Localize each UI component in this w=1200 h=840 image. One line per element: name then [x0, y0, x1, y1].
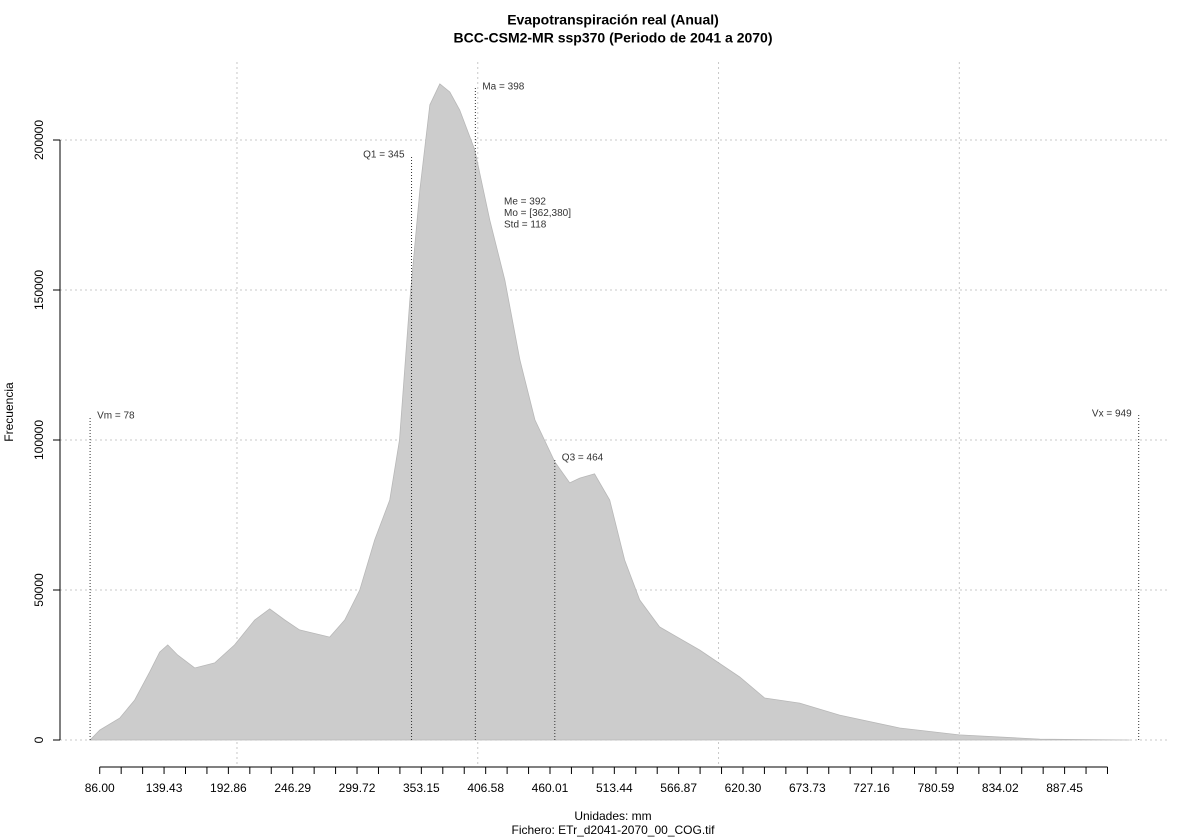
- x-tick-label: 620.30: [725, 781, 762, 795]
- y-tick-label: 200000: [32, 120, 46, 160]
- x-tick-label: 353.15: [403, 781, 440, 795]
- x-tick-label: 86.00: [85, 781, 115, 795]
- density-area: [89, 83, 1130, 741]
- stat-label: Me = 392: [504, 197, 546, 208]
- caption: Fichero: ETr_d2041-2070_00_COG.tif: [512, 823, 716, 837]
- x-tick-label: 299.72: [339, 781, 376, 795]
- marker-label: Q1 = 345: [363, 150, 405, 161]
- x-tick-label: 460.01: [532, 781, 569, 795]
- marker-label: Q3 = 464: [562, 453, 604, 464]
- y-axis-title: Frecuencia: [2, 382, 16, 442]
- x-axis-title: Unidades: mm: [574, 809, 651, 823]
- chart-subtitle: BCC-CSM2-MR ssp370 (Periodo de 2041 a 20…: [454, 30, 773, 46]
- y-tick-label: 0: [32, 736, 46, 743]
- x-tick-label: 887.45: [1046, 781, 1083, 795]
- x-tick-label: 566.87: [660, 781, 697, 795]
- y-tick-label: 100000: [32, 420, 46, 460]
- x-tick-label: 246.29: [274, 781, 311, 795]
- chart-title: Evapotranspiración real (Anual): [507, 12, 719, 28]
- stat-label: Mo = [362,380]: [504, 208, 571, 219]
- x-tick-label: 673.73: [789, 781, 826, 795]
- x-tick-label: 139.43: [146, 781, 183, 795]
- x-tick-label: 727.16: [853, 781, 890, 795]
- x-tick-label: 834.02: [982, 781, 1019, 795]
- marker-label: Vm = 78: [97, 411, 135, 422]
- x-tick-label: 192.86: [210, 781, 247, 795]
- y-tick-label: 50000: [32, 573, 46, 607]
- x-tick-label: 513.44: [596, 781, 633, 795]
- x-tick-label: 406.58: [467, 781, 504, 795]
- marker-label: Vx = 949: [1092, 409, 1132, 420]
- marker-label: Ma = 398: [482, 82, 524, 93]
- stat-label: Std = 118: [504, 220, 547, 231]
- x-tick-label: 780.59: [918, 781, 955, 795]
- y-tick-label: 150000: [32, 270, 46, 310]
